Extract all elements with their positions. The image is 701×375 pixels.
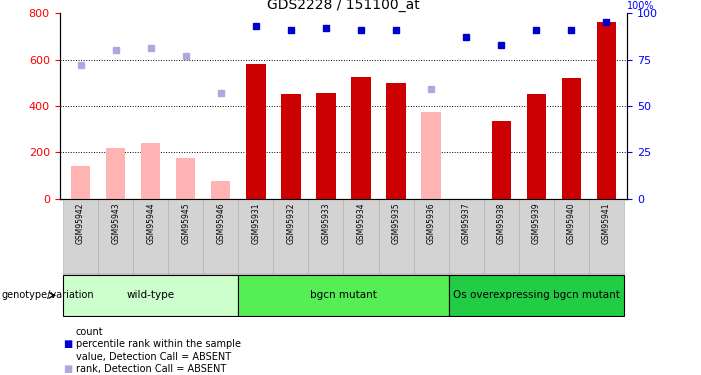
Bar — [168, 199, 203, 274]
Text: GSM95932: GSM95932 — [287, 202, 295, 244]
Text: GSM95934: GSM95934 — [357, 202, 365, 244]
Bar — [379, 199, 414, 274]
Text: GSM95943: GSM95943 — [111, 202, 120, 244]
Text: GSM95937: GSM95937 — [462, 202, 470, 244]
Bar — [281, 94, 301, 199]
Bar — [597, 22, 616, 199]
Text: GSM95936: GSM95936 — [427, 202, 435, 244]
Bar — [246, 64, 266, 199]
Text: value, Detection Call = ABSENT: value, Detection Call = ABSENT — [76, 352, 231, 362]
Bar — [238, 199, 273, 274]
Bar — [141, 143, 161, 199]
Text: wild-type: wild-type — [127, 290, 175, 300]
Text: count: count — [76, 327, 103, 337]
Bar — [176, 158, 196, 199]
Bar — [519, 199, 554, 274]
Text: bgcn mutant: bgcn mutant — [310, 290, 377, 300]
Text: ■: ■ — [62, 364, 72, 374]
Text: GSM95942: GSM95942 — [76, 202, 85, 244]
Bar — [386, 83, 406, 199]
Bar — [484, 199, 519, 274]
Bar — [308, 199, 343, 274]
Title: GDS2228 / 151100_at: GDS2228 / 151100_at — [267, 0, 420, 12]
Bar — [71, 166, 90, 199]
Bar — [589, 199, 624, 274]
Text: ■: ■ — [62, 339, 72, 349]
Bar — [203, 199, 238, 274]
Bar — [562, 78, 581, 199]
Bar — [63, 199, 98, 274]
Bar — [238, 274, 449, 316]
Bar — [211, 182, 231, 199]
Bar — [491, 121, 511, 199]
Text: percentile rank within the sample: percentile rank within the sample — [76, 339, 240, 349]
Bar — [316, 93, 336, 199]
Text: Os overexpressing bgcn mutant: Os overexpressing bgcn mutant — [453, 290, 620, 300]
Bar — [98, 199, 133, 274]
Text: GSM95938: GSM95938 — [497, 202, 505, 244]
Bar — [351, 77, 371, 199]
Text: GSM95946: GSM95946 — [217, 202, 225, 244]
Text: GSM95945: GSM95945 — [182, 202, 190, 244]
Text: GSM95933: GSM95933 — [322, 202, 330, 244]
Bar — [449, 199, 484, 274]
Text: GSM95939: GSM95939 — [532, 202, 540, 244]
Text: GSM95935: GSM95935 — [392, 202, 400, 244]
Text: 100%: 100% — [627, 1, 655, 11]
Text: GSM95944: GSM95944 — [147, 202, 155, 244]
Text: GSM95941: GSM95941 — [602, 202, 611, 244]
Text: rank, Detection Call = ABSENT: rank, Detection Call = ABSENT — [76, 364, 226, 374]
Bar — [63, 274, 238, 316]
Bar — [526, 94, 546, 199]
Bar — [421, 112, 441, 199]
Bar — [343, 199, 379, 274]
Bar — [133, 199, 168, 274]
Bar — [414, 199, 449, 274]
Text: GSM95940: GSM95940 — [567, 202, 576, 244]
Bar — [554, 199, 589, 274]
Bar — [106, 148, 125, 199]
Bar — [273, 199, 308, 274]
Text: GSM95931: GSM95931 — [252, 202, 260, 244]
Bar — [449, 274, 624, 316]
Text: genotype/variation: genotype/variation — [1, 290, 94, 300]
